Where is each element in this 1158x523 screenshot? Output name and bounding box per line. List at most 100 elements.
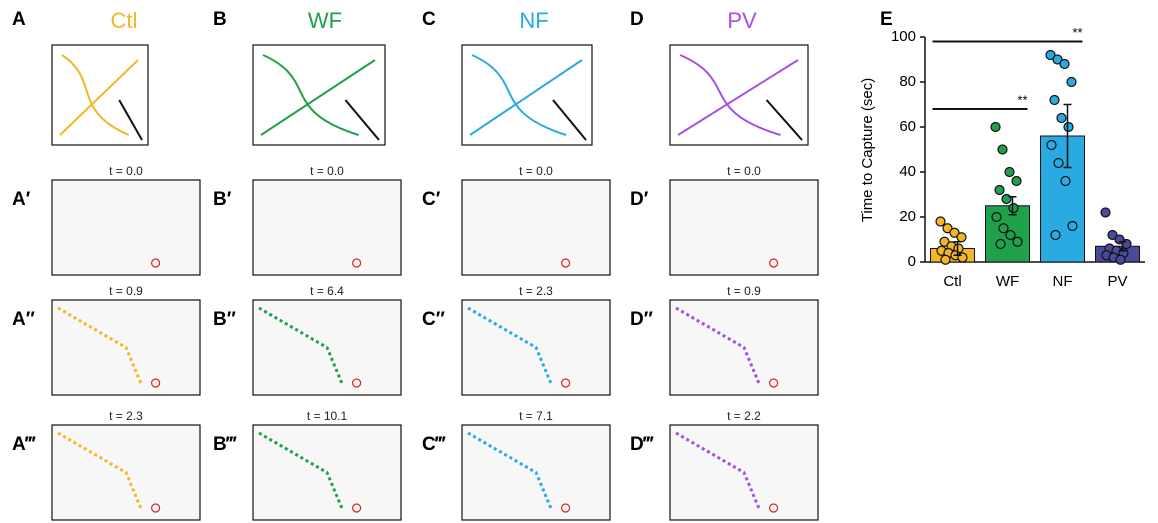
video-frame [669,179,819,276]
panel-letter: C [422,9,436,30]
data-point [1100,207,1111,218]
frame-letter: A′ [12,189,31,210]
significance-label: ** [1017,92,1027,107]
data-point [1001,193,1012,205]
panel-letter: D [630,9,644,30]
data-point [957,252,968,263]
frame-time: t = 0.0 [727,164,761,178]
data-point [1121,238,1132,250]
tracked-path [57,306,143,384]
data-point [1053,157,1064,169]
data-point [991,211,1002,223]
frame-time: t = 2.3 [519,284,553,298]
frame-letter: C″ [422,309,445,330]
frame-time: t = 0.0 [310,164,344,178]
panel-title: PV [727,8,757,33]
data-point [1005,229,1016,241]
data-point [1046,139,1057,151]
predator-path [344,99,380,141]
frame-time: t = 0.9 [109,284,143,298]
frame-time: t = 10.1 [307,409,348,423]
frame-time: t = 0.9 [727,284,761,298]
frame-time: t = 0.0 [519,164,553,178]
frame-time: t = 2.2 [727,409,761,423]
prey-marker [151,258,161,268]
data-point [990,121,1001,133]
data-point [1004,166,1015,178]
y-tick-label: 80 [899,73,916,90]
data-point [1011,175,1022,187]
y-axis-label: Time to Capture (sec) [859,78,876,223]
predator-path [118,99,143,141]
data-point [1063,121,1074,133]
predator-path [552,99,587,141]
data-point [997,144,1008,155]
error-bar [1118,241,1127,252]
tracked-path [258,431,344,509]
data-point [940,254,951,265]
tracked-path [675,306,761,384]
tracked-path [467,431,553,509]
trajectory [469,54,583,136]
prey-marker [560,258,571,268]
prey-marker [560,503,571,513]
prey-marker [768,503,779,513]
data-point [1059,58,1070,70]
panel-title: WF [308,8,342,33]
prey-marker [352,258,362,268]
panel-title: NF [519,8,548,33]
panel-title: Ctl [111,8,138,33]
tracked-path [258,306,344,384]
frame-letter: D‴ [630,434,654,455]
x-tick-label: NF [1053,273,1073,290]
frame-time: t = 0.0 [109,164,143,178]
error-bar [1063,103,1072,169]
panel-letter: B [213,9,227,30]
data-point [1012,236,1023,247]
data-point [1115,254,1126,265]
tracked-path [57,431,143,509]
data-point [939,236,950,247]
y-tick-label: 0 [908,253,916,270]
frame-letter: C′ [422,189,441,210]
prey-marker [151,378,161,388]
data-point [935,216,946,227]
prey-marker [768,258,779,268]
frame-time: t = 2.3 [109,409,143,423]
data-point [949,227,960,238]
data-point [1067,220,1078,232]
y-tick-label: 20 [899,208,916,225]
error-bar [953,241,962,256]
prey-marker [560,378,571,388]
video-frame [252,179,402,276]
x-tick-label: Ctl [943,273,961,290]
data-point [1049,94,1060,106]
data-point [1008,202,1019,214]
data-point [1056,112,1067,124]
tracked-path [467,306,553,384]
data-point [1050,229,1061,241]
data-point [1066,76,1077,88]
panel-letter: E [880,9,893,30]
data-point [998,223,1009,234]
trajectory [677,54,799,136]
frame-letter: D″ [630,309,653,330]
trajectory [260,54,376,136]
frame-letter: A″ [12,309,35,330]
y-tick-label: 60 [899,118,916,135]
significance-label: ** [1072,25,1082,40]
prey-marker [151,503,161,513]
x-tick-label: WF [996,273,1019,290]
data-point [1107,229,1118,241]
data-point [1060,175,1071,187]
frame-letter: B‴ [213,434,237,455]
trajectory [59,54,139,136]
data-point [1045,49,1056,61]
data-point [942,223,953,234]
tracked-path [675,431,761,509]
prey-marker [352,378,362,388]
frame-time: t = 6.4 [310,284,344,298]
trajectory-box [252,44,386,146]
video-frame [461,179,611,276]
bar [1040,135,1085,263]
